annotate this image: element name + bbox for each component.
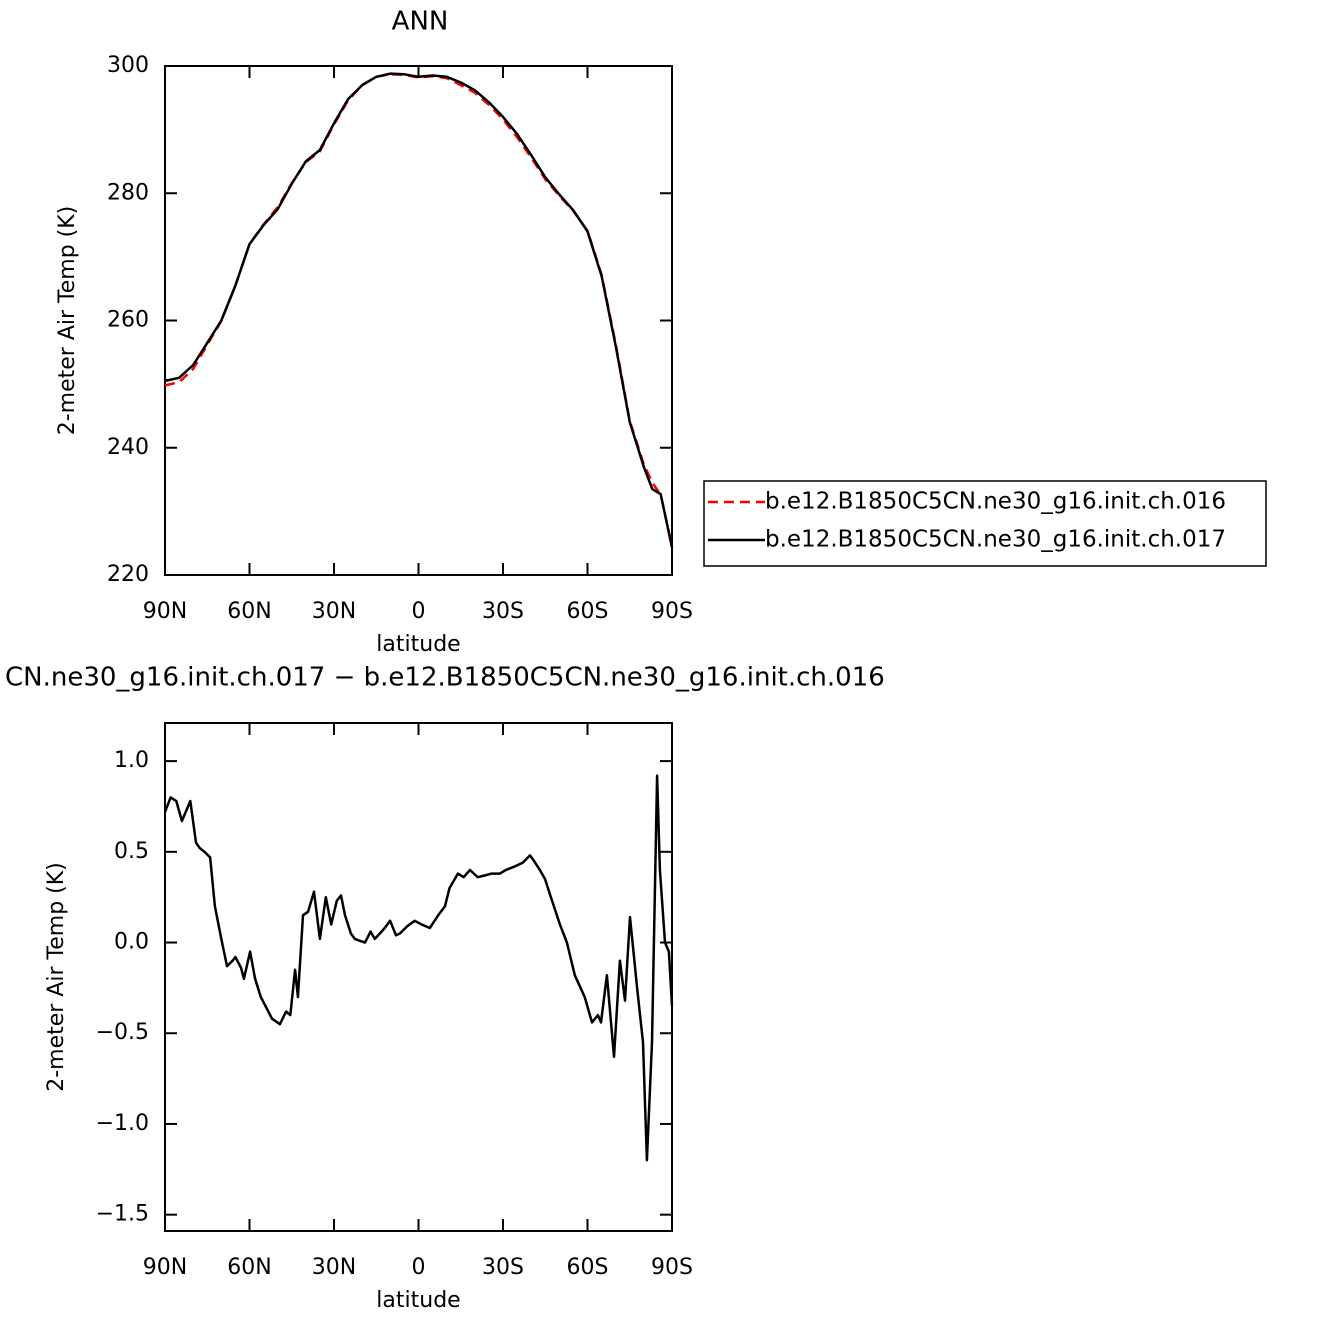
x-tick-label: 0 (412, 599, 426, 624)
x-tick-label: 30N (312, 1255, 356, 1280)
y-tick-label: 1.0 (114, 748, 149, 773)
y-tick-label: 260 (107, 308, 149, 333)
y-tick-label: 220 (107, 562, 149, 587)
chart-title: ANN (392, 7, 449, 37)
legend-label: b.e12.B1850C5CN.ne30_g16.init.ch.016 (765, 489, 1226, 515)
x-tick-label: 30S (482, 599, 524, 624)
legend-frame (703, 480, 1267, 567)
x-tick-label: 0 (412, 1255, 426, 1280)
chart-title: CN.ne30_g16.init.ch.017 − b.e12.B1850C5C… (5, 663, 885, 693)
y-tick-label: 300 (107, 53, 149, 78)
x-tick-label: 60S (567, 599, 609, 624)
y-tick-label: −1.5 (96, 1202, 149, 1227)
plot-frame (164, 65, 673, 576)
x-tick-label: 90S (651, 1255, 693, 1280)
legend-label: b.e12.B1850C5CN.ne30_g16.init.ch.017 (765, 527, 1226, 553)
x-tick-label: 30N (312, 599, 356, 624)
x-tick-label: 30S (482, 1255, 524, 1280)
plot-frame (164, 722, 673, 1232)
x-tick-label: 60S (567, 1255, 609, 1280)
y-tick-label: −1.0 (96, 1111, 149, 1136)
x-tick-label: 90N (143, 1255, 187, 1280)
x-axis-label: latitude (376, 632, 460, 657)
data-line (163, 774, 674, 1162)
y-tick-label: 280 (107, 180, 149, 205)
data-line (164, 73, 674, 547)
x-axis-label: latitude (376, 1288, 460, 1313)
x-tick-label: 90S (651, 599, 693, 624)
y-axis-label: 2-meter Air Temp (K) (44, 862, 69, 1092)
y-tick-label: −0.5 (96, 1020, 149, 1045)
y-axis-label: 2-meter Air Temp (K) (55, 206, 80, 436)
y-tick-label: 0.5 (114, 839, 149, 864)
y-tick-label: 0.0 (114, 930, 149, 955)
x-tick-label: 60N (227, 599, 271, 624)
x-tick-label: 90N (143, 599, 187, 624)
y-tick-label: 240 (107, 435, 149, 460)
data-line (164, 72, 674, 548)
x-tick-label: 60N (227, 1255, 271, 1280)
